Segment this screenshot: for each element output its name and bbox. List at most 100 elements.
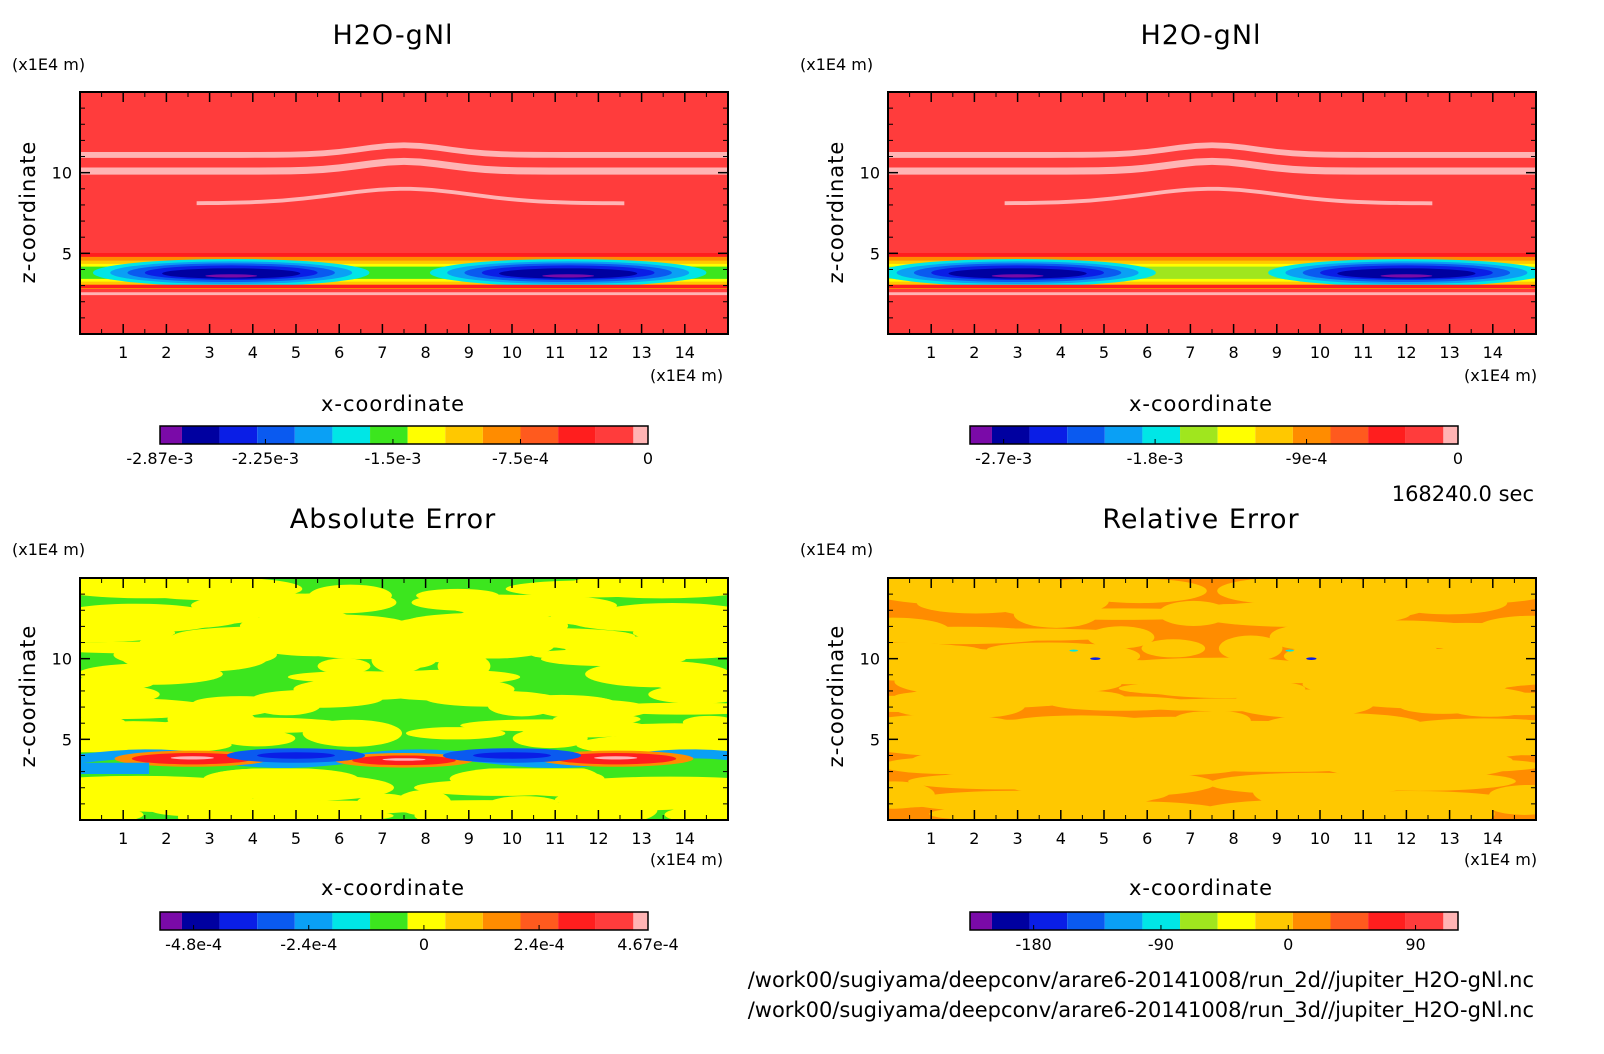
x-tick-label: 6: [1142, 829, 1152, 848]
light-orange-patch: [1332, 749, 1446, 764]
panel-4-title: Relative Error: [1102, 504, 1300, 535]
light-orange-patch-mirror: [1175, 759, 1382, 772]
panel-1-y-unit: (x1E4 m): [12, 55, 86, 74]
panel-1-title: H2O-gNl: [332, 20, 454, 51]
colorbar-tick-label: -1.5e-3: [364, 449, 421, 468]
colorbar-tick-label: -2.4e-4: [280, 935, 337, 954]
colorbar-swatch: [160, 426, 182, 444]
panel-3-x-unit: (x1E4 m): [650, 850, 724, 869]
colorbar-swatch: [332, 912, 371, 930]
yellow-patch: [167, 707, 255, 732]
colorbar-swatch: [1255, 426, 1293, 444]
light-orange-patch: [1208, 772, 1420, 795]
upper-band-2: [80, 157, 728, 175]
colorbar-tick-label: -2.25e-3: [232, 449, 299, 468]
x-tick-label: 1: [926, 343, 936, 362]
yellow-patch-mirror: [405, 727, 506, 740]
layer-bottom-red: [80, 284, 728, 289]
x-tick-label: 5: [1099, 829, 1109, 848]
light-orange-patch-mirror: [1432, 731, 1536, 756]
yellow-patch-mirror: [80, 716, 126, 729]
x-tick-label: 2: [969, 829, 979, 848]
yellow-patch-mirror: [356, 793, 412, 812]
colorbar-4: -180 -90 0 90: [969, 911, 1459, 954]
x-tick-label: 6: [334, 343, 344, 362]
yellow-patch-mirror: [414, 779, 588, 796]
colorbar-tick-label: 0: [643, 449, 653, 468]
light-orange-patch: [926, 628, 1135, 641]
x-tick-label: 3: [205, 343, 215, 362]
colorbar-frame: [159, 425, 649, 445]
yellow-patch: [489, 596, 549, 618]
yellow-patch-mirror: [553, 713, 641, 725]
panel-2-y-unit: (x1E4 m): [800, 55, 874, 74]
light-orange-patch: [1237, 578, 1382, 593]
lower-band: [80, 292, 728, 296]
panel-4-field: [888, 578, 1536, 820]
colorbar-swatch: [181, 912, 220, 930]
light-orange-patch-mirror: [1482, 788, 1536, 815]
colorbar-swatch: [1104, 912, 1143, 930]
colorbar-tick-label: -7.5e-4: [492, 449, 549, 468]
colorbar-tick-label: -2.87e-3: [126, 449, 193, 468]
neg-navy-1: [473, 752, 551, 759]
yellow-patch-mirror: [317, 658, 371, 674]
colorbar-swatch: [1217, 426, 1256, 444]
light-orange-patch-mirror: [904, 578, 1060, 593]
x-tick-label: 9: [1272, 343, 1282, 362]
yellow-patch-mirror: [80, 578, 187, 591]
panel-1-x-unit: (x1E4 m): [650, 366, 724, 385]
yellow-patch-mirror: [416, 588, 500, 603]
x-tick-label: 11: [1353, 343, 1373, 362]
colorbar-swatch: [1368, 912, 1406, 930]
panel-1-field: [80, 92, 728, 334]
colorbar-swatch: [595, 426, 634, 444]
colorbar-tick-label: -90: [1148, 935, 1174, 954]
colorbar-swatch: [520, 426, 559, 444]
x-tick-label: 6: [334, 829, 344, 848]
colorbar-2: -2.7e-3 -1.8e-3 -9e-4 0: [969, 425, 1463, 468]
y-tick-label: 5: [870, 244, 880, 263]
x-tick-label: 4: [248, 343, 258, 362]
panel-2-field: [888, 92, 1536, 334]
light-orange-patch: [1364, 578, 1520, 594]
x-tick-label: 7: [377, 829, 387, 848]
pos-pink-1: [594, 756, 638, 760]
colorbar-swatch: [445, 912, 483, 930]
yellow-patch-mirror: [80, 786, 178, 808]
light-orange-patch: [1058, 691, 1126, 706]
x-tick-label: 1: [118, 343, 128, 362]
light-orange-patch-mirror: [1127, 733, 1246, 752]
panel-3-ylabel: z-coordinate: [16, 624, 40, 768]
y-tick-label: 5: [62, 244, 72, 263]
yellow-patch: [83, 609, 219, 633]
lower-band: [888, 292, 1536, 296]
background-fill: [80, 92, 728, 334]
left-cyan: [80, 762, 150, 775]
light-orange-patch-mirror: [1015, 786, 1081, 815]
yellow-patch: [302, 719, 403, 747]
panel-2-ylabel: z-coordinate: [824, 140, 848, 284]
light-orange-patch-mirror: [1186, 710, 1251, 731]
file-path-1: /work00/sugiyama/deepconv/arare6-2014100…: [747, 968, 1534, 992]
x-tick-label: 4: [248, 829, 258, 848]
colorbar-swatch: [294, 426, 333, 444]
colorbar-swatch: [332, 426, 371, 444]
colorbar-swatch: [1104, 426, 1143, 444]
yellow-patch: [505, 694, 618, 714]
panel-4-ylabel: z-coordinate: [824, 624, 848, 768]
yellow-patch: [150, 803, 240, 817]
yellow-patch-mirror: [454, 628, 636, 645]
middle-band: [1004, 186, 1433, 206]
panel-1-xlabel: x-coordinate: [320, 392, 465, 416]
colorbar-swatch: [1067, 426, 1105, 444]
light-orange-patch: [1042, 755, 1249, 777]
colorbar-swatch: [1368, 426, 1406, 444]
outlier-cyan-1: [1285, 649, 1295, 652]
colorbar-swatch: [1142, 912, 1181, 930]
colorbar-swatch: [1029, 426, 1068, 444]
background-fill: [888, 92, 1536, 334]
x-tick-label: 8: [1229, 343, 1239, 362]
light-orange-patch: [1343, 790, 1409, 811]
